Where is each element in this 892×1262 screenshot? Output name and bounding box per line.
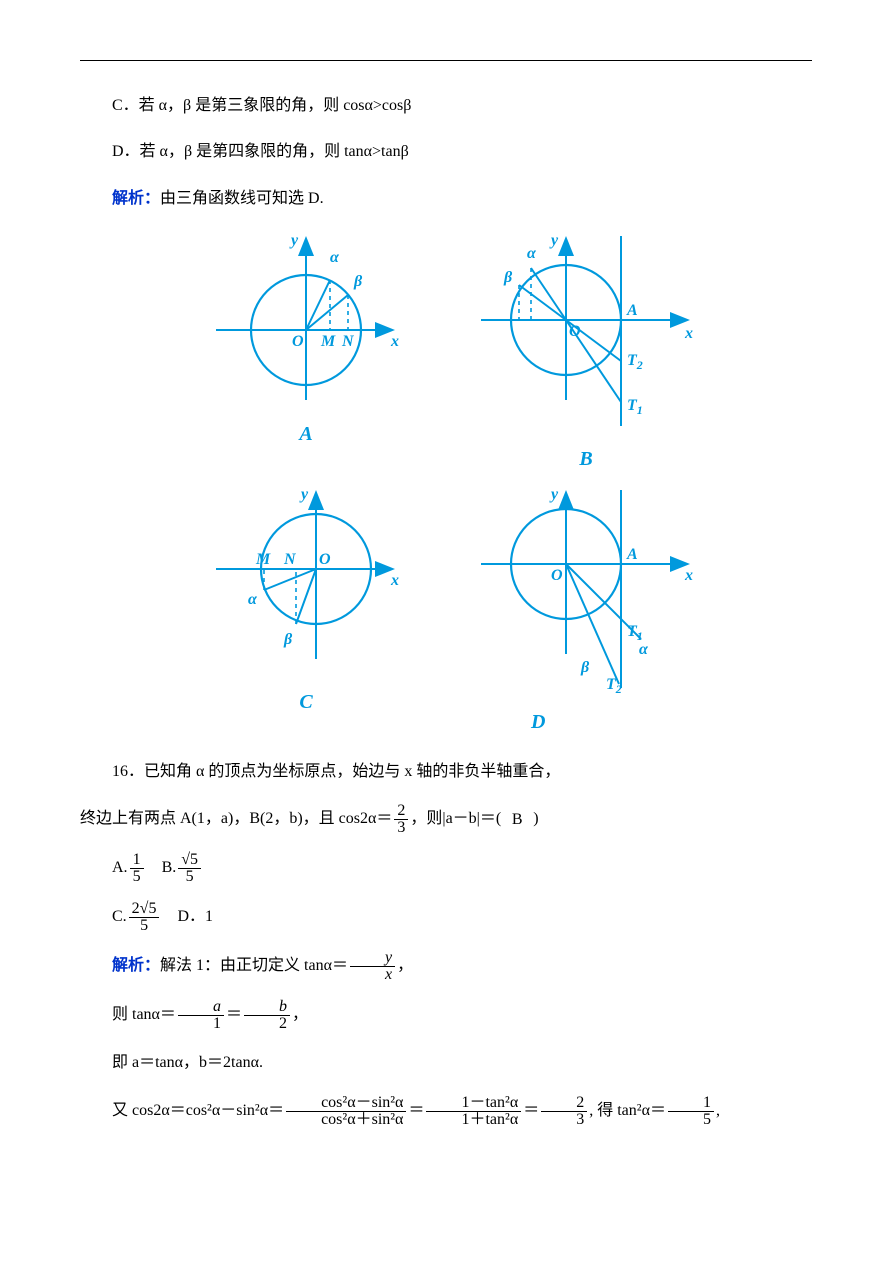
option-c: C．若 α，β 是第三象限的角，则 cosα>cosβ [80,91,812,121]
svg-text:O: O [292,333,304,350]
analysis-label: 解析： [112,190,160,207]
diagram-a: y x O M N α β A [206,230,406,477]
svg-text:y: y [549,486,559,503]
svg-text:y: y [299,486,309,503]
svg-text:β: β [503,269,513,286]
analysis-16-line3: 即 a＝tanα，b＝2tanα. [80,1048,812,1078]
svg-text:y: y [549,232,559,249]
analysis-16-line1: 解析：解法 1：由正切定义 tanα＝yx， [80,950,812,983]
diagram-d: y x O A α β T1 T2 D [471,484,701,741]
svg-text:A: A [626,302,638,319]
svg-text:α: α [527,245,537,262]
svg-text:y: y [289,232,299,249]
svg-text:T1: T1 [627,623,643,643]
q16-choices-ab: A.15 B.√55 [80,852,812,885]
analysis-16-line4: 又 cos2α＝cos²α－sin²α＝cos²α－sin²αcos²α＋sin… [80,1095,812,1128]
svg-text:N: N [283,551,297,568]
svg-text:A: A [626,546,638,563]
diagram-b: y x O A α β T2 T1 B [471,230,701,477]
svg-text:T1: T1 [627,397,643,417]
svg-text:O: O [569,323,581,340]
q16-choices-cd: C.2√55 D．1 [80,901,812,934]
svg-text:O: O [551,567,563,584]
analysis-15: 解析：由三角函数线可知选 D. [80,184,812,214]
svg-text:x: x [684,325,693,342]
svg-text:M: M [255,551,271,568]
svg-text:β: β [283,631,293,648]
svg-text:α: α [248,591,258,608]
svg-text:T2: T2 [627,352,643,372]
analysis-16-line2: 则 tanα＝a1＝b2， [80,999,812,1032]
diagram-c: y x O M N α β C [206,484,406,741]
q16-answer: B [501,805,533,835]
svg-text:N: N [341,333,355,350]
svg-text:β: β [580,659,590,676]
svg-text:β: β [353,273,363,290]
svg-text:M: M [320,333,336,350]
option-d: D．若 α，β 是第四象限的角，则 tanα>tanβ [80,137,812,167]
svg-text:O: O [319,551,331,568]
svg-text:α: α [639,641,649,658]
q16-line1: 16．已知角 α 的顶点为坐标原点，始边与 x 轴的非负半轴重合， [80,757,812,787]
diagram-grid: y x O M N α β A y x O [176,230,716,741]
svg-text:T2: T2 [606,676,622,694]
svg-text:x: x [684,567,693,584]
q16-line2: 终边上有两点 A(1，a)，B(2，b)，且 cos2α＝23，则|a－b|＝(… [80,803,812,836]
svg-text:x: x [390,572,399,589]
svg-text:α: α [330,249,340,266]
svg-text:x: x [390,333,399,350]
